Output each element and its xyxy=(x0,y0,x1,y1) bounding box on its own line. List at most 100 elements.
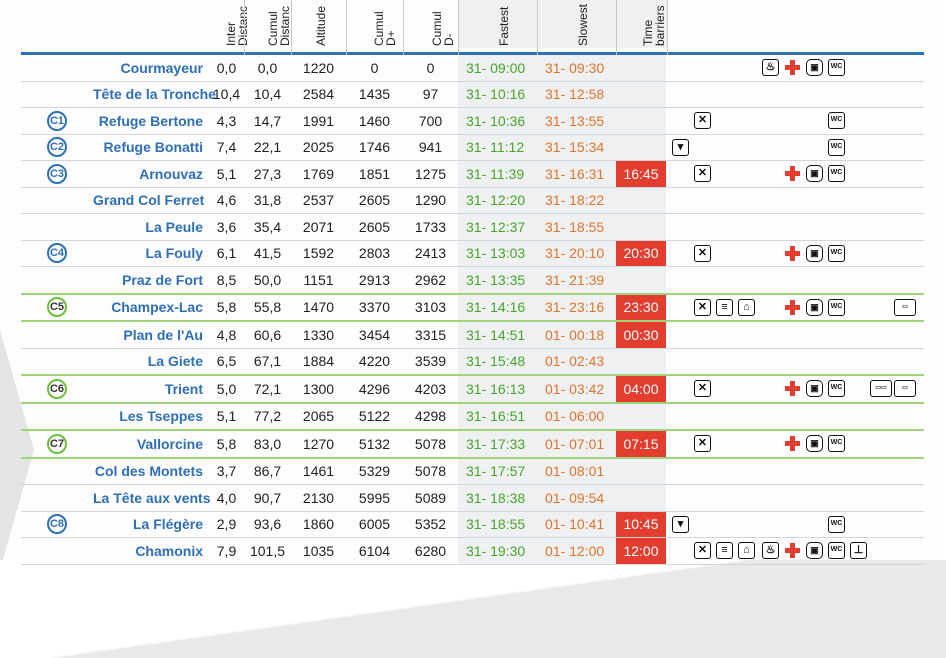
station-name: Refuge Bertone xyxy=(93,107,209,135)
cumul-distance-cell: 77,2 xyxy=(244,402,291,431)
cumul-dplus-cell: 4296 xyxy=(346,374,403,404)
services-cell xyxy=(666,81,924,108)
table-row: Col des Montets 3,7 86,7 1461 5329 5078 31- 17… xyxy=(21,457,924,485)
cumul-dplus-cell: 1435 xyxy=(346,81,403,108)
fastest-time: 31- 12:20 xyxy=(458,187,537,214)
cumul-dplus-cell: 5329 xyxy=(346,457,403,485)
services-cell: ✕ ≡ ⌂ ▣ WC ▭ xyxy=(666,292,924,322)
fastest-time: 31- 14:51 xyxy=(458,321,537,349)
station-name: Grand Col Ferret xyxy=(93,187,209,214)
cumul-distance-cell: 14,7 xyxy=(244,107,291,135)
time-barrier xyxy=(616,187,666,214)
header-altitude: Altitude xyxy=(314,5,328,46)
altitude-cell: 1151 xyxy=(291,266,346,294)
altitude-cell: 1270 xyxy=(291,429,346,459)
station-name: Col des Montets xyxy=(93,457,209,485)
inter-distance-cell: 5,0 xyxy=(209,374,244,404)
services-cell xyxy=(666,213,924,241)
wc-icon: WC xyxy=(828,165,845,182)
checkpoint-cell: C7 xyxy=(21,429,93,459)
cumul-dminus-cell: 5078 xyxy=(403,429,458,459)
wc-icon: WC xyxy=(828,298,845,316)
cross-icon xyxy=(784,435,801,452)
slowest-time: 31- 21:39 xyxy=(537,266,616,294)
checkpoint-cell xyxy=(21,81,93,108)
cumul-dminus-cell: 1275 xyxy=(403,160,458,188)
cumul-distance-cell: 22,1 xyxy=(244,134,291,161)
station-name: Les Tseppes xyxy=(93,402,209,431)
table-header: Inter Distanc Cumul Distanc Altitude Cum… xyxy=(21,0,924,55)
cumul-dplus-cell: 3370 xyxy=(346,292,403,322)
time-barrier: 10:45 xyxy=(616,511,666,538)
inter-distance-cell: 4,8 xyxy=(209,321,244,349)
cumul-dminus-cell: 1290 xyxy=(403,187,458,214)
fastest-time: 31- 11:39 xyxy=(458,160,537,188)
cumul-dminus-cell: 3103 xyxy=(403,292,458,322)
table-row: Tête de la Tronche 10,4 10,4 2584 1435 97 31- … xyxy=(21,81,924,108)
cumul-dminus-cell: 0 xyxy=(403,55,458,82)
cumul-distance-cell: 55,8 xyxy=(244,292,291,322)
table-row: Chamonix 7,9 101,5 1035 6104 6280 31- 19:30 01-… xyxy=(21,537,924,565)
cumul-distance-cell: 90,7 xyxy=(244,484,291,512)
altitude-cell: 1330 xyxy=(291,321,346,349)
cumul-dplus-cell: 5995 xyxy=(346,484,403,512)
food-icon: ✕ xyxy=(694,244,711,262)
services-cell: ✕ ▣ WC ▭▭ ▭ xyxy=(666,374,924,404)
wc-icon: WC xyxy=(828,244,845,262)
inter-distance-cell: 4,6 xyxy=(209,187,244,214)
fastest-time: 31- 18:38 xyxy=(458,484,537,512)
services-cell xyxy=(666,187,924,214)
table-row: Courmayeur 0,0 0,0 1220 0 0 31- 09:00 31- 09:30… xyxy=(21,55,924,82)
altitude-cell: 2584 xyxy=(291,81,346,108)
table-row: Plan de l'Au 4,8 60,6 1330 3454 3315 31- 14:51… xyxy=(21,321,924,349)
altitude-cell: 1220 xyxy=(291,55,346,82)
altitude-cell: 2065 xyxy=(291,402,346,431)
background-shape xyxy=(0,560,946,658)
wc-icon: WC xyxy=(828,59,845,76)
bag-icon: ▭ xyxy=(894,298,916,316)
cumul-dminus-cell: 5078 xyxy=(403,457,458,485)
slowest-time: 01- 09:54 xyxy=(537,484,616,512)
cumul-distance-cell: 0,0 xyxy=(244,55,291,82)
slowest-time: 31- 09:30 xyxy=(537,55,616,82)
station-name: La Tête aux vents xyxy=(93,484,211,512)
header-cumul-distance: Cumul Distanc xyxy=(266,5,292,46)
station-name: La Peule xyxy=(93,213,209,241)
cumul-dminus-cell: 6280 xyxy=(403,537,458,565)
cumul-dplus-cell: 2605 xyxy=(346,187,403,214)
inter-distance-cell: 3,6 xyxy=(209,213,244,241)
altitude-cell: 1470 xyxy=(291,292,346,322)
station-name: Refuge Bonatti xyxy=(93,134,209,161)
time-barrier xyxy=(616,134,666,161)
header-cumul-dminus: Cumul D- xyxy=(430,11,456,46)
slowest-time: 01- 03:42 xyxy=(537,374,616,404)
cumul-distance-cell: 50,0 xyxy=(244,266,291,294)
bus-icon: ▣ xyxy=(806,542,823,559)
cumul-dminus-cell: 1733 xyxy=(403,213,458,241)
header-fastest: Fastest xyxy=(459,0,537,48)
inter-distance-cell: 5,1 xyxy=(209,160,244,188)
header-inter-distance: Inter Distanc xyxy=(223,5,250,46)
shower-icon: ⊥ xyxy=(850,542,867,559)
timetable: Inter Distanc Cumul Distanc Altitude Cum… xyxy=(21,0,924,565)
inter-distance-cell: 6,5 xyxy=(209,348,244,376)
cumul-dplus-cell: 2605 xyxy=(346,213,403,241)
cross-icon xyxy=(784,380,801,397)
time-barrier xyxy=(616,213,666,241)
food-icon: ✕ xyxy=(694,380,711,397)
checkpoint-cell: C4 xyxy=(21,240,93,267)
checkpoint-cell xyxy=(21,321,93,349)
station-name: Vallorcine xyxy=(93,429,209,459)
fastest-time: 31- 13:35 xyxy=(458,266,537,294)
services-cell: ✕ ≡ ⌂ ♨ ▣ WC ⊥ xyxy=(666,537,924,565)
fastest-time: 31- 10:16 xyxy=(458,81,537,108)
slowest-time: 01- 07:01 xyxy=(537,429,616,459)
cumul-dplus-cell: 5122 xyxy=(346,402,403,431)
time-barrier: 04:00 xyxy=(616,374,666,404)
table-row: C6 Trient 5,0 72,1 1300 4296 4203 31- 16:13 01- … xyxy=(21,374,924,404)
time-barrier xyxy=(616,457,666,485)
cumul-distance-cell: 101,5 xyxy=(244,537,291,565)
fastest-time: 31- 16:51 xyxy=(458,402,537,431)
checkpoint-cell xyxy=(21,537,93,565)
bus-icon: ▣ xyxy=(806,298,823,316)
